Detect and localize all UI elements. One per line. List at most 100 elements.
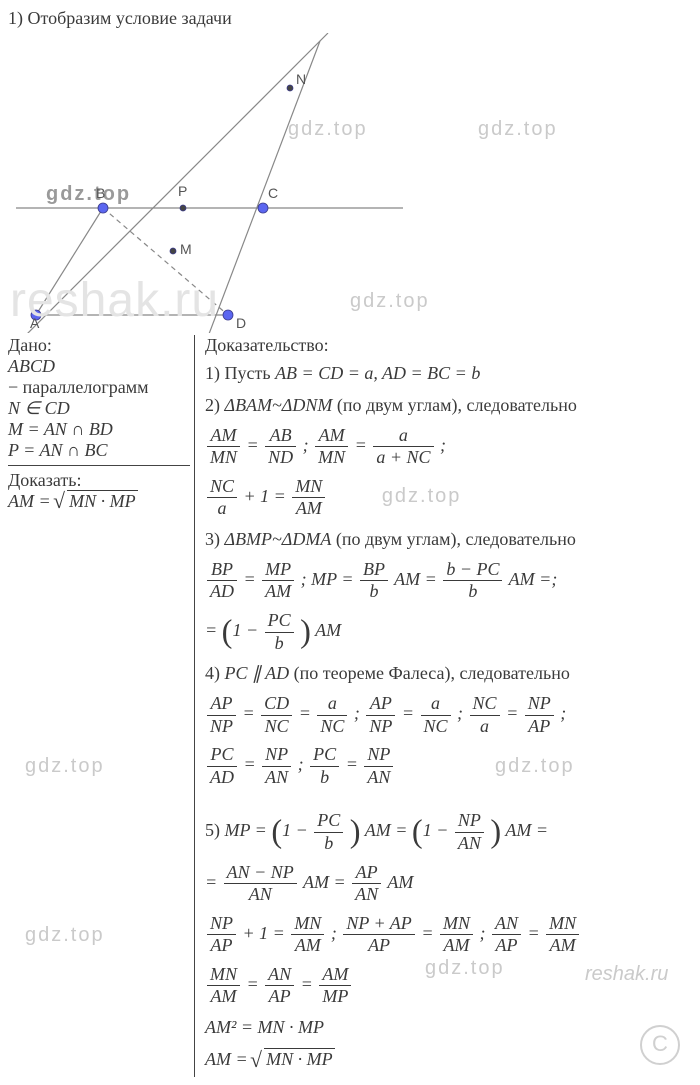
op: = bbox=[395, 821, 412, 841]
prove-line: AM = MN · MP bbox=[8, 491, 190, 512]
radicand: MN · MP bbox=[67, 490, 138, 511]
step-2-eq: AMMN = ABND ; AMMN = aa + NC ; bbox=[205, 423, 692, 471]
op: ; bbox=[354, 703, 365, 723]
op: + 1 = bbox=[244, 486, 291, 506]
v: MP bbox=[307, 1049, 333, 1069]
v: AM bbox=[394, 569, 420, 589]
n: a bbox=[421, 693, 451, 716]
n: PC bbox=[207, 744, 237, 767]
v: 1 − bbox=[423, 821, 453, 841]
n: a bbox=[373, 425, 433, 448]
title: 1) Отобразим условие задачи bbox=[8, 8, 692, 29]
watermark-gdz: gdz.top bbox=[382, 485, 462, 507]
d: AM bbox=[291, 935, 324, 957]
proof-header: Доказательство: bbox=[205, 335, 692, 356]
text: (по двум углам), следовательно bbox=[331, 529, 576, 549]
v: 1 − bbox=[232, 620, 262, 640]
n: AM bbox=[319, 964, 351, 987]
op: = bbox=[420, 569, 441, 589]
n: a bbox=[317, 693, 347, 716]
step-2-eq2: NCa + 1 = MNAM gdz.top bbox=[205, 474, 692, 522]
op: = bbox=[506, 703, 523, 723]
op: = bbox=[244, 754, 261, 774]
n: NC bbox=[207, 476, 237, 499]
text: (по двум углам), следовательно bbox=[332, 395, 577, 415]
op: ; bbox=[479, 923, 490, 943]
d: AN bbox=[262, 767, 291, 789]
op: = bbox=[205, 620, 222, 640]
n: NC bbox=[470, 693, 500, 716]
d: b bbox=[360, 581, 388, 603]
step-5-eq3: NPAP + 1 = MNAM ; NP + APAP = MNAM ; ANA… bbox=[205, 911, 692, 959]
v: AM bbox=[387, 872, 413, 892]
d: AP bbox=[492, 935, 521, 957]
proof-column: Доказательство: 1) Пусть AB = CD = a, AD… bbox=[195, 335, 692, 1077]
v: 1 − bbox=[282, 821, 312, 841]
d: MN bbox=[207, 447, 240, 469]
op: ; bbox=[298, 754, 309, 774]
n: AB bbox=[265, 425, 296, 448]
given-line: N ∈ CD bbox=[8, 398, 190, 419]
given-header: Дано: bbox=[8, 335, 190, 356]
d: ND bbox=[265, 447, 296, 469]
watermark-gdz: gdz.top bbox=[478, 118, 558, 141]
op: = bbox=[337, 569, 358, 589]
v: MP bbox=[225, 821, 251, 841]
prove-header: Доказать: bbox=[8, 470, 190, 491]
n: NP bbox=[525, 693, 554, 716]
d: a bbox=[207, 498, 237, 520]
n: AN − NP bbox=[224, 862, 297, 885]
op: = bbox=[231, 1049, 252, 1069]
op: ; bbox=[301, 569, 312, 589]
step-3-eq2: = (1 − PCb ) AM bbox=[205, 608, 692, 656]
d: AM bbox=[207, 986, 240, 1008]
d: b bbox=[314, 833, 343, 855]
op: = bbox=[402, 703, 419, 723]
d: b bbox=[443, 581, 502, 603]
d: AM bbox=[546, 935, 579, 957]
n: AN bbox=[492, 913, 521, 936]
step-4-eq: APNP = CDNC = aNC ; APNP = aNC ; NCa = N… bbox=[205, 691, 692, 739]
d: b bbox=[265, 633, 294, 655]
step-3-eq: BPAD = MPAM ; MP = BPb AM = b − PCb AM =… bbox=[205, 557, 692, 605]
op: ; bbox=[303, 435, 314, 455]
n: NP bbox=[262, 744, 291, 767]
op: = bbox=[243, 703, 260, 723]
op: = bbox=[205, 872, 222, 892]
v: AM bbox=[501, 821, 531, 841]
v: AM bbox=[509, 569, 535, 589]
d: AP bbox=[343, 935, 415, 957]
op: ; bbox=[560, 703, 566, 723]
d: MN bbox=[315, 447, 348, 469]
n: AN bbox=[265, 964, 294, 987]
eq: ΔBMP~ΔDMA bbox=[225, 529, 332, 549]
copyright-icon: C bbox=[640, 1025, 680, 1065]
n: BP bbox=[207, 559, 237, 582]
n: MN bbox=[546, 913, 579, 936]
d: AD bbox=[207, 767, 237, 789]
text: 1) Пусть bbox=[205, 363, 275, 383]
d: AN bbox=[352, 884, 381, 906]
n: CD bbox=[261, 693, 292, 716]
separator bbox=[8, 465, 190, 466]
v: = MN · MP bbox=[236, 1017, 324, 1037]
n: AP bbox=[366, 693, 395, 716]
d: NC bbox=[261, 716, 292, 738]
v: AM bbox=[311, 620, 341, 640]
d: AP bbox=[207, 935, 236, 957]
text: 2) bbox=[205, 395, 225, 415]
op: = bbox=[301, 974, 318, 994]
text: 5) bbox=[205, 821, 225, 841]
d: AP bbox=[525, 716, 554, 738]
given-column: Дано: ABCD − параллелограмм N ∈ CD M = A… bbox=[8, 335, 195, 1077]
n: MN bbox=[440, 913, 473, 936]
watermark-reshak: reshak.ru bbox=[585, 958, 668, 990]
op: = bbox=[531, 821, 548, 841]
op: ; bbox=[440, 435, 446, 455]
d: a bbox=[470, 716, 500, 738]
step-4: 4) PC ∥ AD (по теореме Фалеса), следоват… bbox=[205, 659, 692, 688]
step-5: 5) MP = (1 − PCb ) AM = (1 − NPAN ) AM = bbox=[205, 808, 692, 856]
d: AM bbox=[440, 935, 473, 957]
n: NP bbox=[455, 810, 484, 833]
op: = bbox=[346, 754, 363, 774]
